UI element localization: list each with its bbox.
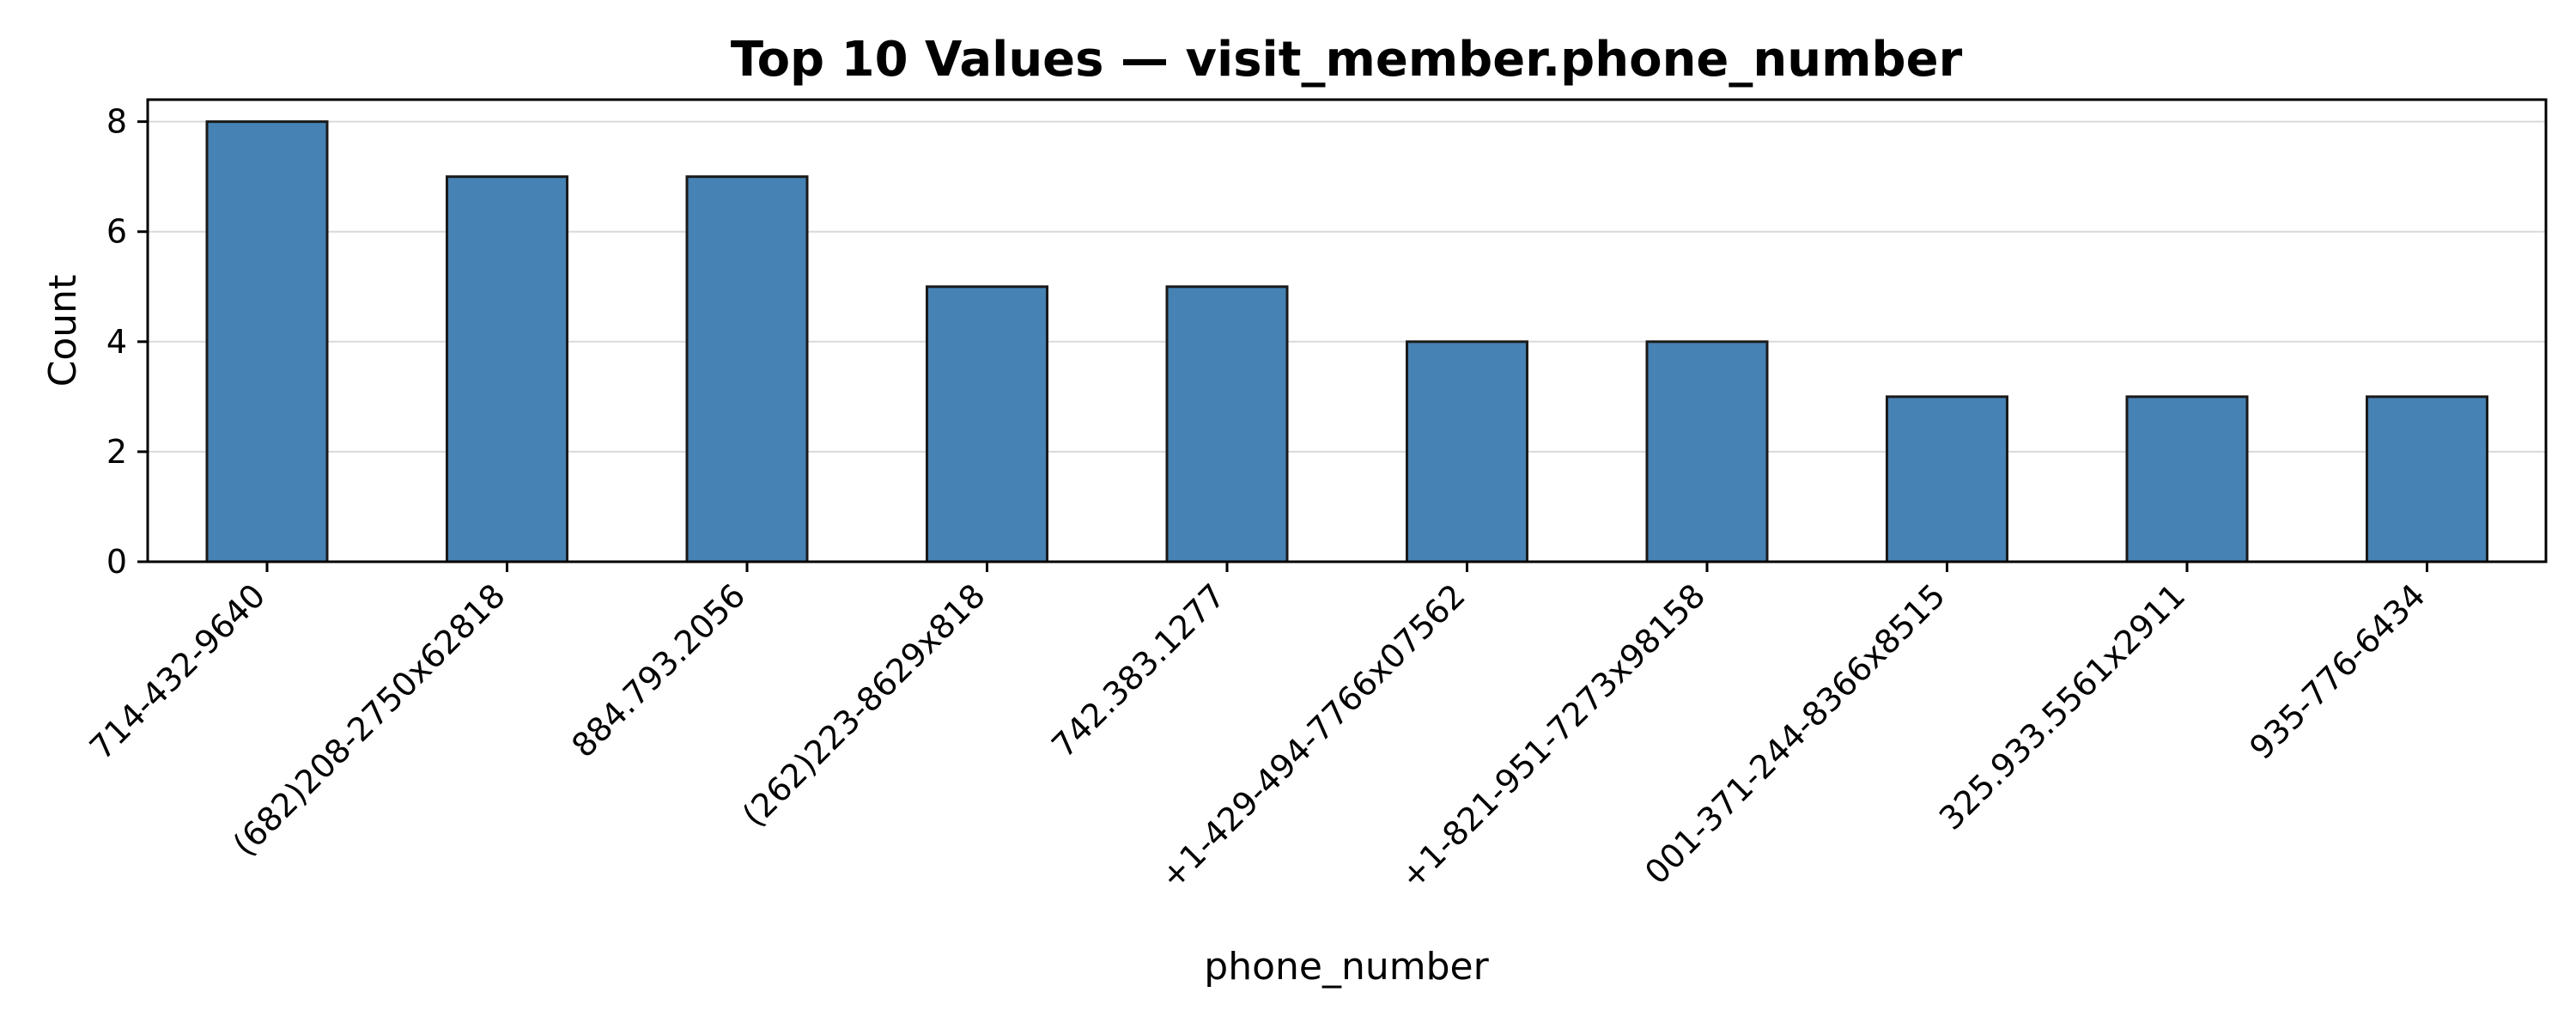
bars: [205, 120, 2488, 563]
bar-6: [1645, 340, 1769, 563]
y-tick-label: 8: [106, 103, 127, 141]
y-tick-label: 4: [106, 323, 127, 361]
bar-2: [685, 175, 809, 563]
bar-7: [1886, 395, 2008, 563]
x-tick-label: (262)223-8629x818: [735, 576, 993, 834]
y-tick-label: 0: [106, 543, 127, 581]
x-tick-label: 884.793.2056: [564, 576, 752, 764]
y-tick-label: 2: [106, 433, 127, 471]
bar-1: [446, 175, 568, 563]
bar-5: [1406, 340, 1528, 563]
y-axis-ticks: 0 2 4 6 8: [106, 103, 148, 581]
x-axis-ticks: 714-432-9640(682)208-2750x62818 884.793.2…: [82, 562, 2433, 896]
bar-3: [926, 285, 1048, 563]
bar-9: [2366, 395, 2488, 563]
plot-frame: [146, 98, 2548, 563]
x-tick-label: 935-776-6434: [2242, 576, 2432, 766]
bar-8: [2125, 395, 2249, 563]
bar-4: [1165, 285, 1289, 563]
x-axis-label: phone_number: [1204, 945, 1489, 989]
x-tick-label: (682)208-2750x62818: [226, 576, 513, 863]
chart-title: Top 10 Values — visit_member.phone_numbe…: [731, 32, 1963, 88]
bar-0: [205, 120, 329, 563]
x-tick-label: 325.933.5561x2911: [1932, 576, 2192, 837]
y-axis-label: Count: [41, 275, 85, 387]
x-tick-label: 742.383.1277: [1044, 576, 1232, 764]
y-tick-label: 6: [106, 213, 127, 251]
x-tick-label: 714-432-9640: [82, 576, 272, 766]
